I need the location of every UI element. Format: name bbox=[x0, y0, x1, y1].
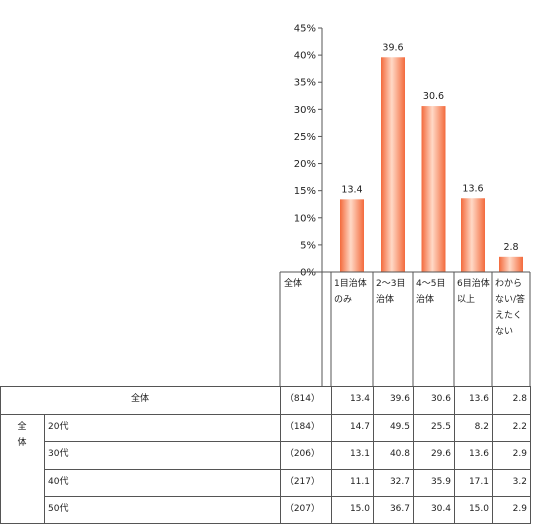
category-label: 4～5目 bbox=[416, 278, 445, 289]
row-value: 17.1 bbox=[468, 476, 489, 487]
y-tick-label: 0% bbox=[300, 268, 316, 279]
header-all-label: 全体 bbox=[284, 277, 302, 289]
y-tick-label: 5% bbox=[300, 240, 316, 251]
y-axis: 45% 40% 35% 30% 25% 20% 15% 10% 5% 0% bbox=[294, 24, 323, 386]
row-value: 2.8 bbox=[512, 394, 527, 404]
y-tick-label: 30% bbox=[294, 105, 316, 116]
bar-value-label: 13.6 bbox=[462, 183, 483, 194]
bar bbox=[340, 199, 364, 272]
y-tick-label: 40% bbox=[294, 51, 316, 62]
row-divider bbox=[44, 468, 531, 470]
group-label: 全 bbox=[17, 421, 27, 432]
row-value: 2.2 bbox=[512, 421, 527, 432]
row-value: 30.6 bbox=[430, 394, 451, 404]
category-label: ない bbox=[495, 326, 513, 337]
value-labels: 13.4 39.6 30.6 13.6 2.8 bbox=[341, 42, 518, 253]
row-label: 40代 bbox=[48, 476, 69, 487]
y-tick-label: 25% bbox=[294, 132, 316, 143]
category-label: 2～3目 bbox=[376, 278, 405, 289]
category-label: 6目治体 bbox=[457, 277, 490, 289]
y-tick-label: 10% bbox=[294, 213, 316, 224]
bars bbox=[340, 57, 523, 272]
row-count: （217） bbox=[284, 476, 320, 487]
y-tick-label: 35% bbox=[294, 78, 316, 89]
table-frame bbox=[0, 386, 531, 524]
row-value: 32.7 bbox=[389, 476, 410, 487]
row-divider bbox=[44, 441, 531, 443]
bar-value-label: 30.6 bbox=[423, 91, 444, 102]
row-label: 30代 bbox=[48, 449, 69, 460]
bar bbox=[421, 106, 446, 272]
column-divider bbox=[454, 386, 455, 524]
row-value: 49.5 bbox=[389, 421, 410, 432]
row-value: 2.9 bbox=[512, 449, 527, 460]
category-label: 以上 bbox=[457, 294, 475, 305]
row-value: 39.6 bbox=[389, 394, 410, 404]
y-tick-label: 20% bbox=[294, 159, 316, 170]
bar-chart: 45% 40% 35% 30% 25% 20% 15% 10% 5% 0% 13.4 39.6 30.… bbox=[279, 24, 531, 386]
row-count: （814） bbox=[284, 394, 320, 404]
row-value: 2.9 bbox=[512, 504, 527, 515]
row-value: 35.9 bbox=[430, 476, 451, 487]
bar bbox=[461, 198, 485, 272]
row-value: 15.0 bbox=[468, 504, 489, 515]
category-label: えたく bbox=[495, 310, 522, 321]
column-divider bbox=[373, 386, 374, 524]
row-count: （184） bbox=[284, 421, 320, 432]
bar bbox=[499, 256, 523, 272]
row-value: 29.6 bbox=[430, 449, 451, 460]
y-tick-label: 45% bbox=[294, 24, 316, 35]
row-count: （207） bbox=[284, 504, 320, 515]
group-label: 体 bbox=[17, 437, 27, 448]
row-value: 13.6 bbox=[468, 394, 489, 404]
row-divider bbox=[44, 496, 531, 498]
row-value: 13.6 bbox=[468, 449, 489, 460]
bar bbox=[381, 57, 405, 272]
bar-value-label: 39.6 bbox=[382, 42, 403, 53]
row-value: 13.1 bbox=[349, 449, 370, 460]
row-value: 13.4 bbox=[349, 394, 370, 404]
row-value: 8.2 bbox=[474, 421, 489, 432]
category-label: 治体 bbox=[376, 293, 394, 305]
row-label: 50代 bbox=[48, 504, 69, 515]
row-divider bbox=[0, 413, 531, 415]
row-value: 3.2 bbox=[512, 476, 527, 487]
row-value: 11.1 bbox=[349, 476, 370, 487]
column-divider bbox=[280, 386, 281, 524]
bar-value-label: 13.4 bbox=[341, 184, 362, 195]
bar-value-label: 2.8 bbox=[503, 242, 518, 253]
group-divider bbox=[44, 413, 45, 524]
category-label: のみ bbox=[334, 294, 352, 305]
row-value: 15.0 bbox=[349, 504, 370, 515]
row-value: 36.7 bbox=[389, 504, 410, 515]
row-value: 14.7 bbox=[349, 421, 370, 432]
category-label: わから bbox=[495, 278, 522, 289]
row-count: （206） bbox=[284, 449, 320, 460]
row-value: 30.4 bbox=[430, 504, 451, 515]
category-label: 1目治体 bbox=[334, 277, 367, 289]
category-label: ない/答 bbox=[495, 293, 525, 305]
category-label: 治体 bbox=[416, 293, 434, 305]
y-tick-label: 15% bbox=[294, 186, 316, 197]
row-label: 全体 bbox=[130, 394, 149, 404]
row-value: 25.5 bbox=[430, 421, 451, 432]
column-divider bbox=[492, 386, 493, 524]
column-divider bbox=[331, 386, 332, 524]
row-value: 40.8 bbox=[389, 449, 410, 460]
column-divider bbox=[413, 386, 414, 524]
row-label: 20代 bbox=[48, 421, 69, 432]
